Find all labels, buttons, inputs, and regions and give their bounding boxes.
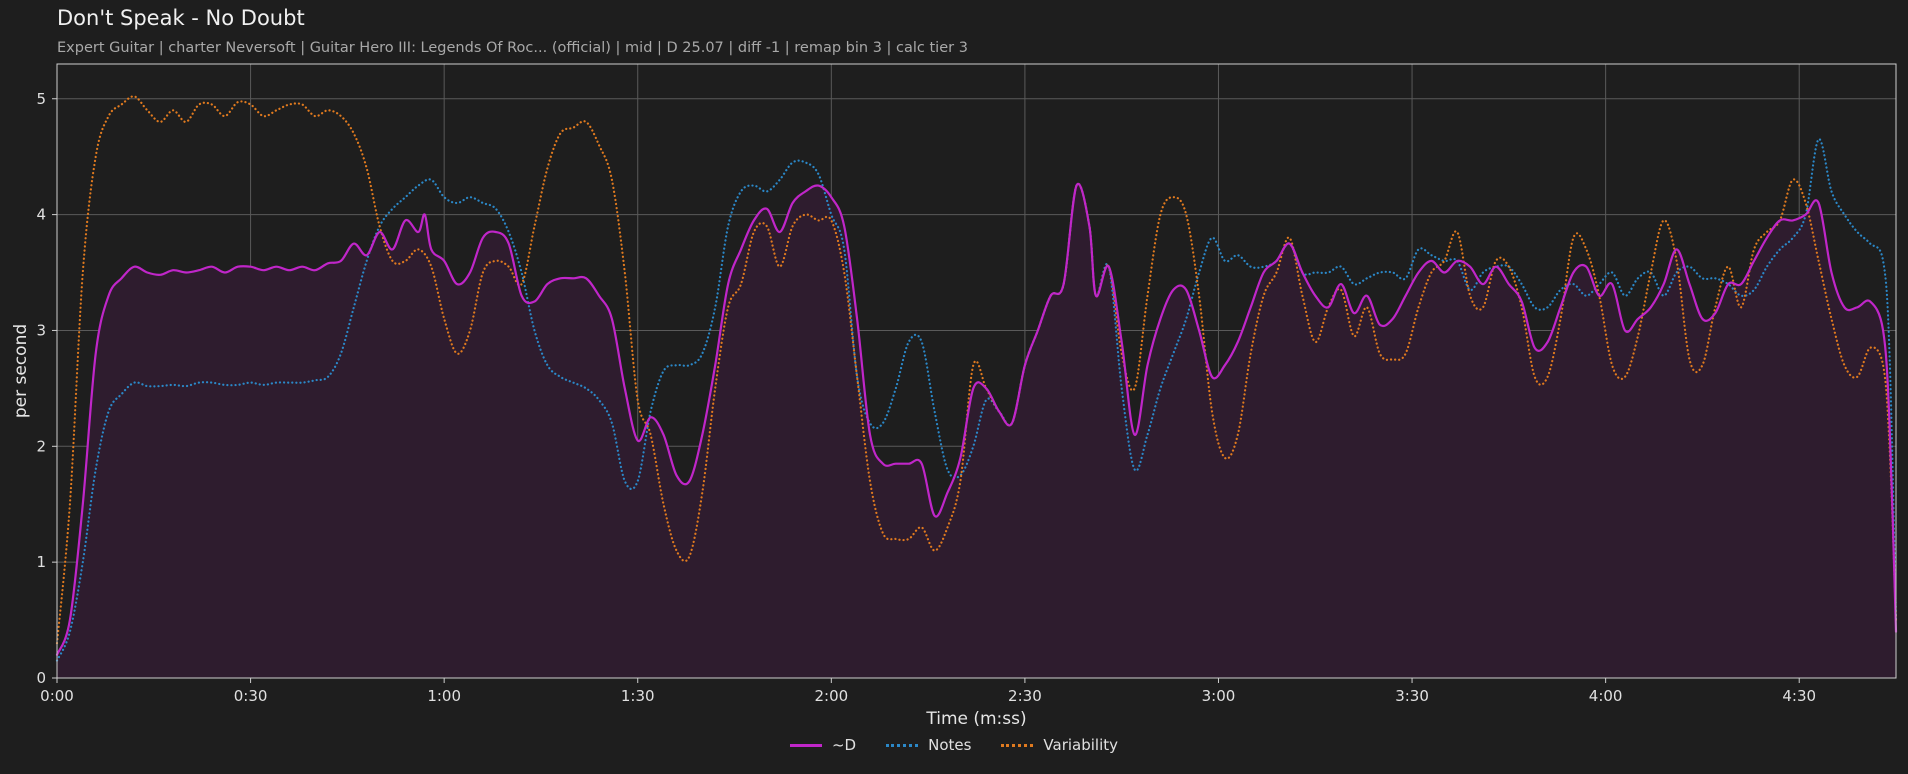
legend-label-d: ~D <box>831 736 857 754</box>
y-tick-label: 0 <box>36 669 46 687</box>
legend-label-variability: Variability <box>1043 736 1119 754</box>
legend-swatch-notes <box>886 743 919 747</box>
x-tick-label: 0:00 <box>40 687 74 705</box>
x-tick-label: 4:00 <box>1589 687 1623 705</box>
x-tick-label: 1:30 <box>621 687 655 705</box>
chart-subtitle: Expert Guitar | charter Neversoft | Guit… <box>57 40 968 56</box>
y-tick-label: 2 <box>36 437 46 455</box>
legend-item-variability: Variability <box>1001 736 1118 754</box>
x-tick-label: 2:30 <box>1008 687 1042 705</box>
y-axis-ticks: 0 1 2 3 4 5 <box>36 90 57 687</box>
chart-title: Don't Speak - No Doubt <box>57 6 305 30</box>
series-lines <box>55 95 1898 662</box>
legend-swatch-variability <box>1001 743 1034 747</box>
y-tick-label: 4 <box>36 206 46 224</box>
x-tick-label: 0:30 <box>234 687 268 705</box>
x-tick-label: 1:00 <box>427 687 461 705</box>
x-tick-label: 3:00 <box>1202 687 1236 705</box>
plot-frame <box>56 63 1897 679</box>
legend-label-notes: Notes <box>928 736 972 754</box>
y-tick-label: 3 <box>36 321 46 339</box>
legend-item-d: ~D <box>789 736 857 754</box>
legend-item-notes: Notes <box>886 736 971 754</box>
x-axis-ticks: 0:00 0:30 1:00 1:30 2:00 2:30 3:00 3:30 4:00 4:30 <box>40 678 1816 705</box>
legend-swatch-d <box>789 743 822 747</box>
y-tick-label: 5 <box>36 90 46 108</box>
x-axis-label: Time (m:ss) <box>925 709 1026 729</box>
y-axis-label: per second <box>11 324 31 418</box>
x-tick-label: 3:30 <box>1395 687 1429 705</box>
legend: ~D Notes Variability <box>0 736 1908 754</box>
x-tick-label: 4:30 <box>1782 687 1816 705</box>
x-tick-label: 2:00 <box>814 687 848 705</box>
y-tick-label: 1 <box>36 553 46 571</box>
series-line-d <box>55 182 1898 656</box>
